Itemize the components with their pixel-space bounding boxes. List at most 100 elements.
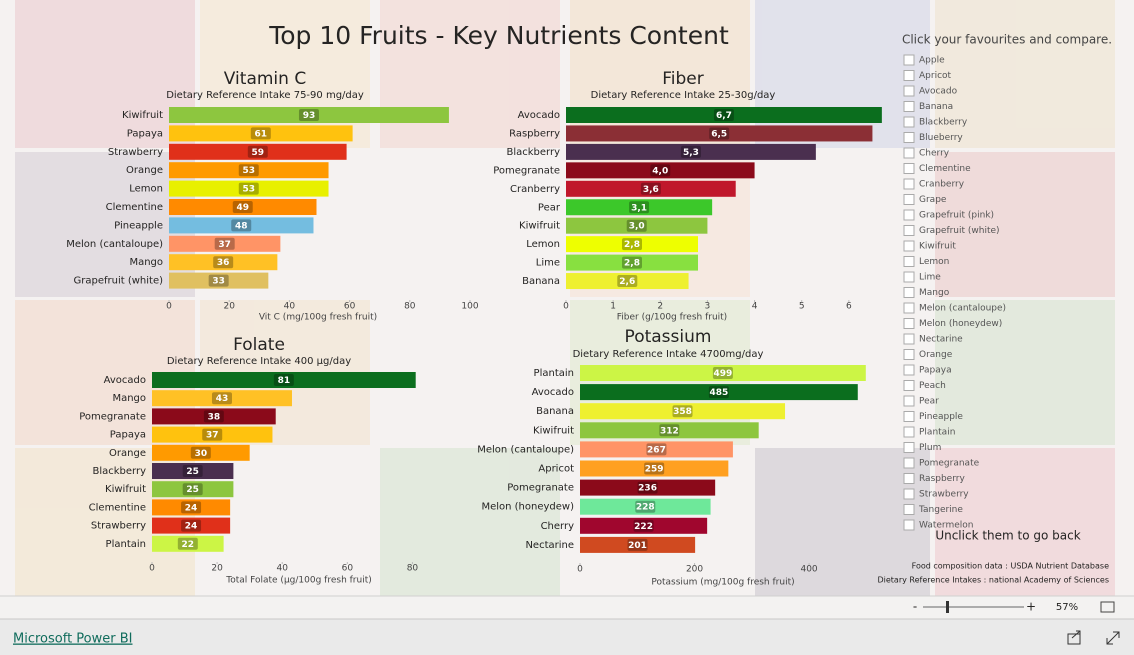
slicer-item[interactable]: Cranberry <box>919 180 965 190</box>
slicer-item[interactable]: Plantain <box>919 428 955 438</box>
slicer-checkbox[interactable] <box>903 147 915 159</box>
bar[interactable] <box>152 390 292 407</box>
bar[interactable] <box>566 180 736 197</box>
bar[interactable] <box>580 479 716 496</box>
bar[interactable] <box>152 499 231 516</box>
bar[interactable] <box>169 254 278 271</box>
zoom-thumb[interactable] <box>946 601 949 613</box>
bar[interactable] <box>566 125 873 142</box>
slicer-checkbox[interactable] <box>903 256 915 267</box>
bar[interactable] <box>580 536 696 553</box>
slicer-checkbox[interactable] <box>903 54 915 66</box>
bar[interactable] <box>169 180 329 197</box>
slicer-item[interactable]: Blackberry <box>919 118 968 128</box>
slicer-checkbox[interactable] <box>903 163 915 174</box>
slicer-checkbox[interactable] <box>903 426 915 438</box>
slicer-item[interactable]: Apricot <box>919 71 952 81</box>
slicer-checkbox[interactable] <box>903 457 915 469</box>
slicer-item[interactable]: Strawberry <box>919 490 969 500</box>
slicer-item[interactable]: Cherry <box>919 149 950 159</box>
bar[interactable] <box>566 199 713 216</box>
slicer-checkbox[interactable] <box>903 333 915 345</box>
slicer-checkbox[interactable] <box>903 85 915 97</box>
bar[interactable] <box>580 384 858 401</box>
bar[interactable] <box>169 143 347 160</box>
slicer-checkbox[interactable] <box>903 504 915 515</box>
bar[interactable] <box>169 162 329 179</box>
slicer-checkbox[interactable] <box>903 488 915 500</box>
slicer-item[interactable]: Papaya <box>919 366 952 376</box>
slicer-item[interactable]: Nectarine <box>919 335 963 345</box>
slicer-checkbox[interactable] <box>903 225 915 236</box>
slicer-item[interactable]: Melon (cantaloupe) <box>919 304 1006 314</box>
bar[interactable] <box>152 444 250 461</box>
bar[interactable] <box>152 463 234 479</box>
slicer-checkbox[interactable] <box>903 395 915 407</box>
zoom-in[interactable]: + <box>1026 600 1036 614</box>
slicer-item[interactable]: Raspberry <box>919 474 965 484</box>
bar[interactable] <box>580 498 711 515</box>
slicer-checkbox[interactable] <box>903 364 915 376</box>
slicer-item[interactable]: Grape <box>919 195 947 205</box>
bar[interactable] <box>580 365 866 381</box>
bar[interactable] <box>152 408 276 425</box>
bar[interactable] <box>566 273 689 290</box>
slicer-item[interactable]: Tangerine <box>918 505 963 515</box>
bar[interactable] <box>169 235 281 252</box>
slicer-checkbox[interactable] <box>903 411 915 422</box>
slicer-checkbox[interactable] <box>903 380 915 391</box>
brand-link[interactable]: Microsoft Power BI <box>13 632 132 647</box>
slicer-checkbox[interactable] <box>903 287 915 298</box>
slicer-item[interactable]: Orange <box>919 350 953 360</box>
slicer-item[interactable]: Melon (honeydew) <box>919 319 1002 329</box>
bar[interactable] <box>152 517 231 534</box>
fit-page-button[interactable] <box>1100 601 1115 613</box>
slicer-checkbox[interactable] <box>903 116 915 128</box>
slicer-checkbox[interactable] <box>903 240 915 252</box>
slicer-checkbox[interactable] <box>903 101 915 112</box>
bar[interactable] <box>566 254 698 271</box>
share-icon[interactable] <box>1071 630 1081 639</box>
bar[interactable] <box>169 107 449 123</box>
bar[interactable] <box>580 460 729 477</box>
slicer-checkbox[interactable] <box>903 132 915 143</box>
slicer-item[interactable]: Peach <box>919 381 946 391</box>
slicer-item[interactable]: Watermelon <box>919 521 973 531</box>
slicer-checkbox[interactable] <box>903 209 915 221</box>
share-icon[interactable] <box>1067 633 1081 645</box>
bar[interactable] <box>566 236 698 253</box>
bar[interactable] <box>152 372 416 388</box>
slicer-checkbox[interactable] <box>903 442 915 453</box>
bar[interactable] <box>580 517 708 534</box>
slicer-checkbox[interactable] <box>903 271 915 283</box>
bar[interactable] <box>566 107 882 123</box>
bar[interactable] <box>580 422 759 439</box>
bar[interactable] <box>169 125 353 142</box>
slicer-checkbox[interactable] <box>903 302 915 314</box>
fullscreen-button[interactable] <box>1106 631 1120 645</box>
slicer-item[interactable]: Blueberry <box>919 133 963 143</box>
slicer-checkbox[interactable] <box>903 473 915 484</box>
slicer-item[interactable]: Kiwifruit <box>919 242 956 252</box>
bar[interactable] <box>169 199 317 215</box>
slicer-checkbox[interactable] <box>903 519 915 531</box>
slicer-item[interactable]: Pear <box>919 397 939 407</box>
slicer-item[interactable]: Clementine <box>919 164 971 174</box>
slicer-item[interactable]: Apple <box>919 56 945 66</box>
slicer-item[interactable]: Pomegranate <box>919 459 980 469</box>
bar[interactable] <box>169 272 269 289</box>
slicer-item[interactable]: Plum <box>919 443 941 453</box>
bar[interactable] <box>580 441 733 458</box>
slicer-item[interactable]: Mango <box>919 288 950 298</box>
bar[interactable] <box>152 535 224 552</box>
slicer-checkbox[interactable] <box>903 178 915 190</box>
slicer-item[interactable]: Avocado <box>919 87 958 97</box>
share-button[interactable] <box>1067 630 1081 645</box>
slicer-checkbox[interactable] <box>903 70 915 81</box>
slicer-item[interactable]: Pineapple <box>919 412 963 422</box>
slicer-item[interactable]: Lime <box>919 273 941 283</box>
bar[interactable] <box>566 217 708 234</box>
slicer-checkbox[interactable] <box>903 318 915 329</box>
bar[interactable] <box>580 403 786 420</box>
bar[interactable] <box>566 162 755 179</box>
